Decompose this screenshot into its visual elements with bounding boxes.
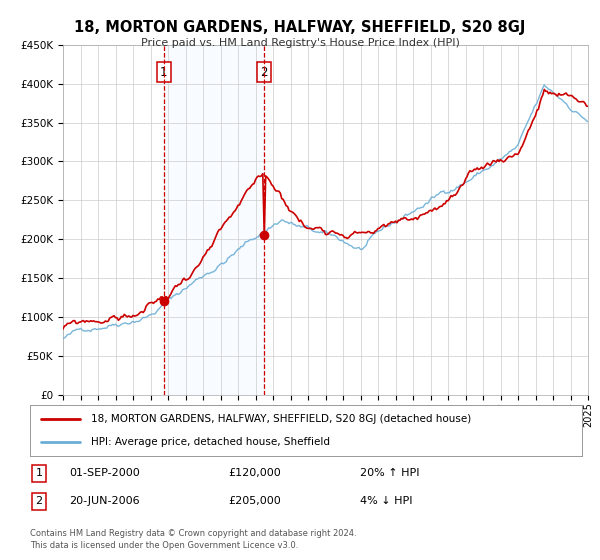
Text: HPI: Average price, detached house, Sheffield: HPI: Average price, detached house, Shef… xyxy=(91,437,330,447)
Text: 18, MORTON GARDENS, HALFWAY, SHEFFIELD, S20 8GJ: 18, MORTON GARDENS, HALFWAY, SHEFFIELD, … xyxy=(74,20,526,35)
Text: 20% ↑ HPI: 20% ↑ HPI xyxy=(360,468,419,478)
Text: 1: 1 xyxy=(35,468,43,478)
Text: 2: 2 xyxy=(35,496,43,506)
Text: 01-SEP-2000: 01-SEP-2000 xyxy=(69,468,140,478)
Bar xyxy=(164,45,264,395)
Text: Price paid vs. HM Land Registry's House Price Index (HPI): Price paid vs. HM Land Registry's House … xyxy=(140,38,460,48)
Text: £205,000: £205,000 xyxy=(228,496,281,506)
Text: 18, MORTON GARDENS, HALFWAY, SHEFFIELD, S20 8GJ (detached house): 18, MORTON GARDENS, HALFWAY, SHEFFIELD, … xyxy=(91,414,471,424)
Text: 4% ↓ HPI: 4% ↓ HPI xyxy=(360,496,413,506)
Text: 1: 1 xyxy=(160,66,167,78)
Text: 2: 2 xyxy=(260,66,268,78)
Text: 20-JUN-2006: 20-JUN-2006 xyxy=(69,496,140,506)
Text: £120,000: £120,000 xyxy=(228,468,281,478)
Text: Contains HM Land Registry data © Crown copyright and database right 2024.
This d: Contains HM Land Registry data © Crown c… xyxy=(30,529,356,550)
